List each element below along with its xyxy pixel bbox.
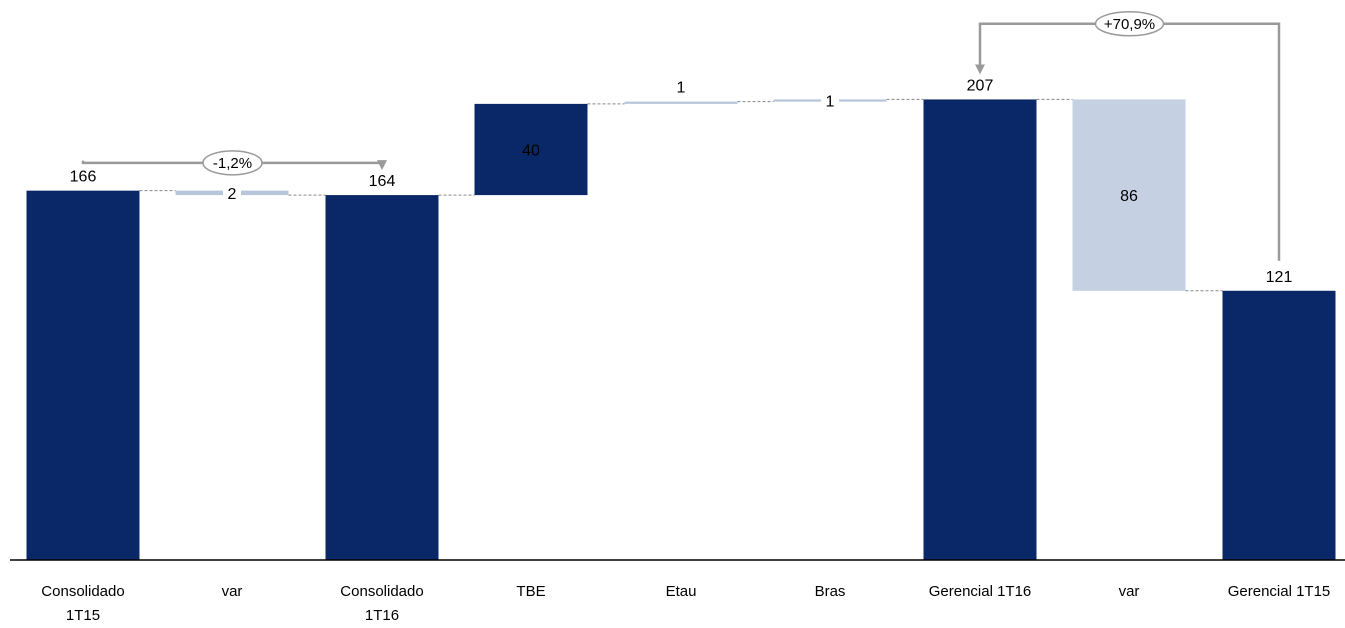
category-label-3-0: TBE: [516, 583, 545, 600]
value-label-5: 1: [826, 94, 835, 111]
variation-label-0: -1,2%: [213, 155, 252, 172]
category-label-2-0: Consolidado: [340, 583, 423, 600]
variation-annotations: -1,2% +70,9%: [81, 11, 1281, 261]
category-label-8-0: Gerencial 1T15: [1228, 583, 1331, 600]
category-label-4-0: Etau: [666, 583, 697, 600]
value-label-6: 207: [967, 77, 994, 94]
bar-3: [474, 103, 588, 196]
bar-7: [1072, 99, 1186, 291]
value-labels: 166 2 164 40 1 1 207 86 121: [70, 77, 1293, 285]
value-label-bg-1: [223, 183, 241, 203]
value-label-7: 86: [1120, 188, 1138, 205]
variation-label-1: +70,9%: [1104, 16, 1155, 33]
category-label-0-0: Consolidado: [41, 583, 124, 600]
connectors: [139, 98, 1223, 292]
bar-2: [325, 195, 439, 560]
variation-pill-0: [202, 150, 263, 176]
value-label-0: 166: [70, 169, 97, 186]
value-label-1: 2: [228, 186, 237, 203]
value-label-4: 1: [677, 80, 686, 97]
value-label-bg-5: [821, 91, 839, 111]
category-label-5-0: Bras: [815, 583, 846, 600]
bar-0: [26, 190, 140, 560]
value-label-2: 164: [369, 173, 396, 190]
variation-pill-1: [1094, 11, 1165, 37]
value-label-8: 121: [1266, 269, 1293, 286]
category-label-0-1: 1T15: [66, 607, 100, 624]
bar-6: [923, 99, 1037, 561]
bar-4: [624, 101, 738, 104]
category-label-6-0: Gerencial 1T16: [929, 583, 1032, 600]
category-label-7-0: var: [1119, 583, 1140, 600]
category-label-1-0: var: [222, 583, 243, 600]
category-labels: Consolidado 1T15 var Consolidado 1T16 TBE Etau…: [41, 583, 1330, 624]
bar-8: [1222, 290, 1336, 560]
category-label-2-1: 1T16: [365, 607, 399, 624]
value-label-3: 40: [522, 142, 540, 159]
bars: [26, 99, 1336, 561]
